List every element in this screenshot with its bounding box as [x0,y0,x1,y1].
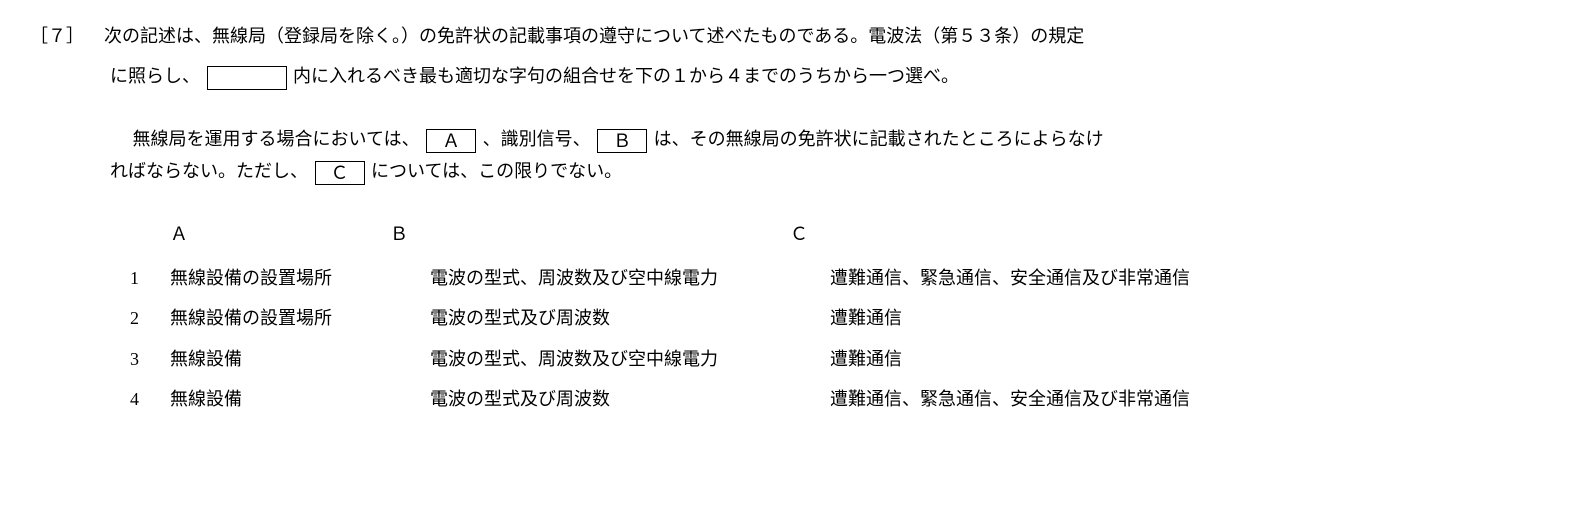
choice-c: 遭難通信、緊急通信、安全通信及び非常通信 [830,383,1559,415]
choice-a: 無線設備 [170,383,430,415]
choice-row: 1 無線設備の設置場所 電波の型式、周波数及び空中線電力 遭難通信、緊急通信、安… [130,262,1559,294]
question-line2-block: に照らし、 内に入れるべき最も適切な字句の組合せを下の１から４までのうちから一つ… [110,60,1559,92]
body-line1-before: 無線局を運用する場合においては、 [133,129,420,149]
choice-row: 4 無線設備 電波の型式及び周波数 遭難通信、緊急通信、安全通信及び非常通信 [130,383,1559,415]
choices-section: Ａ Ｂ Ｃ 1 無線設備の設置場所 電波の型式、周波数及び空中線電力 遭難通信、… [130,218,1559,416]
choice-b: 電波の型式、周波数及び空中線電力 [430,262,830,294]
choice-b: 電波の型式及び周波数 [430,302,830,334]
question-number: ［７］ [30,20,84,52]
choice-b: 電波の型式及び周波数 [430,383,830,415]
choice-a: 無線設備 [170,343,430,375]
choice-a: 無線設備の設置場所 [170,262,430,294]
question-line2-before: に照らし、 [110,66,200,86]
choice-num: 2 [130,302,170,334]
body-line1: 無線局を運用する場合においては、 Ａ 、識別信号、 Ｂ は、その無線局の免許状に… [110,123,1559,155]
blank-box-empty [207,66,287,90]
question-header: ［７］ 次の記述は、無線局（登録局を除く。）の免許状の記載事項の遵守について述べ… [30,20,1559,52]
blank-box-b: Ｂ [597,129,647,153]
choice-row: 2 無線設備の設置場所 電波の型式及び周波数 遭難通信 [130,302,1559,334]
header-c: Ｃ [790,218,1559,250]
body-text: 無線局を運用する場合においては、 Ａ 、識別信号、 Ｂ は、その無線局の免許状に… [110,123,1559,188]
question-line1: 次の記述は、無線局（登録局を除く。）の免許状の記載事項の遵守について述べたもので… [104,20,1559,52]
choice-row: 3 無線設備 電波の型式、周波数及び空中線電力 遭難通信 [130,343,1559,375]
body-line2-after: については、この限りでない。 [371,161,622,181]
choice-c: 遭難通信 [830,302,1559,334]
blank-box-a: Ａ [426,129,476,153]
blank-box-c: Ｃ [315,161,365,185]
header-a: Ａ [130,218,390,250]
choice-a: 無線設備の設置場所 [170,302,430,334]
choice-num: 3 [130,343,170,375]
body-line1-mid: 、識別信号、 [483,129,591,149]
choice-num: 1 [130,262,170,294]
choice-b: 電波の型式、周波数及び空中線電力 [430,343,830,375]
choice-c: 遭難通信 [830,343,1559,375]
body-line2-before: ればならない。ただし、 [110,161,308,181]
body-line1-after: は、その無線局の免許状に記載されたところによらなけ [654,129,1104,149]
body-line2: ればならない。ただし、 Ｃ については、この限りでない。 [110,155,1559,187]
choice-num: 4 [130,383,170,415]
header-b: Ｂ [390,218,790,250]
question-line2-after: 内に入れるべき最も適切な字句の組合せを下の１から４までのうちから一つ選べ。 [293,66,959,86]
choices-header-row: Ａ Ｂ Ｃ [130,218,1559,250]
choice-c: 遭難通信、緊急通信、安全通信及び非常通信 [830,262,1559,294]
